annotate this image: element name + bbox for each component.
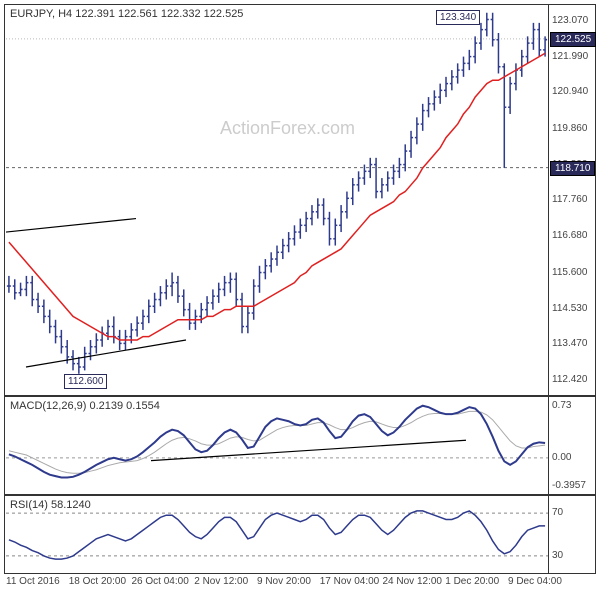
x-tick: 18 Oct 20:00: [69, 576, 126, 587]
price-ytick: 119.860: [552, 123, 587, 134]
macd-ytick: -0.3957: [552, 480, 586, 491]
price-ytick: 115.600: [552, 267, 587, 278]
rsi-ytick: 70: [552, 507, 563, 518]
price-ytick: 113.470: [552, 338, 587, 349]
x-tick: 17 Nov 04:00: [320, 576, 380, 587]
x-tick: 9 Nov 20:00: [257, 576, 311, 587]
support-price-box: 118.710: [550, 161, 595, 176]
price-ytick: 114.530: [552, 303, 587, 314]
current-price-box: 122.525: [550, 32, 596, 47]
price-ytick: 120.940: [552, 86, 588, 97]
high-callout: 123.340: [436, 10, 480, 25]
x-tick: 1 Dec 20:00: [445, 576, 499, 587]
rsi-chart[interactable]: [6, 497, 548, 572]
macd-chart[interactable]: [6, 398, 548, 493]
price-ytick: 123.070: [552, 15, 588, 26]
macd-ytick: 0.00: [552, 452, 571, 463]
macd-ytick: 0.73: [552, 400, 571, 411]
x-tick: 24 Nov 12:00: [383, 576, 443, 587]
price-ytick: 121.990: [552, 51, 588, 62]
price-ytick: 117.760: [552, 194, 587, 205]
x-tick: 11 Oct 2016: [6, 576, 60, 587]
price-chart[interactable]: [6, 6, 548, 394]
x-tick: 26 Oct 04:00: [132, 576, 189, 587]
x-tick: 9 Dec 04:00: [508, 576, 562, 587]
price-ytick: 116.680: [552, 230, 587, 241]
price-ytick: 112.420: [552, 374, 587, 385]
low-callout: 112.600: [64, 374, 107, 389]
chart-container: ActionForex.com EURJPY, H4 122.391 122.5…: [0, 0, 600, 600]
y-axis-separator: [548, 4, 549, 574]
rsi-ytick: 30: [552, 550, 563, 561]
x-tick: 2 Nov 12:00: [194, 576, 248, 587]
